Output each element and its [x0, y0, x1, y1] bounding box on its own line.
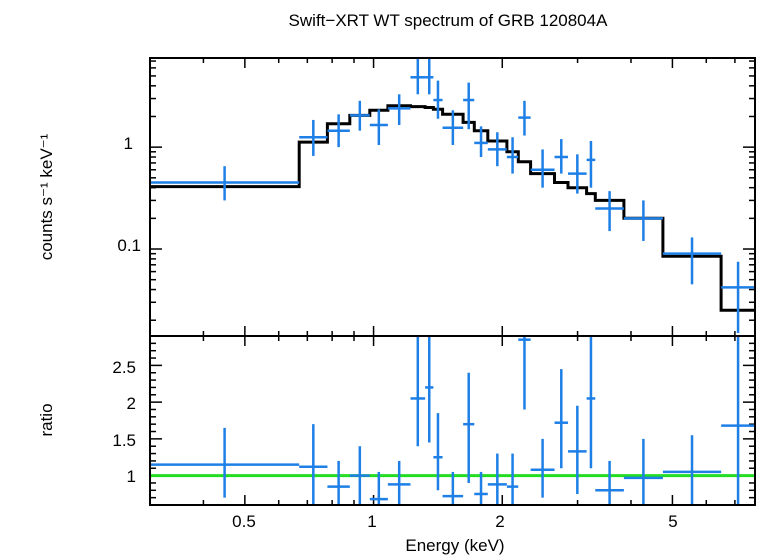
ratio-data-point — [150, 427, 300, 498]
spectrum-data-point — [442, 110, 464, 145]
ratio-data-point — [425, 336, 434, 443]
ratio-data-point — [327, 460, 350, 505]
top-y-tick-label-1: 1 — [124, 134, 133, 153]
spectrum-data-point — [463, 82, 475, 130]
bottom-panel: 2.5 2 1.5 1 ratio 0.5 1 2 5 Energy (keV) — [37, 335, 756, 555]
bottom-panel-frame — [149, 335, 756, 506]
bottom-y-tick-label-1: 1 — [127, 467, 136, 486]
ratio-data-point — [442, 471, 464, 505]
ratio-data-point — [530, 438, 555, 498]
ratio-data-point — [623, 438, 663, 505]
ratio-data-point — [568, 405, 587, 494]
spectrum-data-point — [623, 200, 663, 241]
spectrum-data-point — [530, 149, 555, 188]
ratio-data-point — [299, 424, 328, 505]
bottom-y-tick-label-2.5: 2.5 — [112, 358, 136, 377]
x-axis-label: Energy (keV) — [405, 536, 504, 555]
top-panel-frame — [149, 57, 756, 337]
ratio-data-point — [586, 336, 596, 469]
ratio-data-point — [554, 369, 569, 469]
ratio-data-point — [410, 336, 426, 447]
top-y-axis-label: counts s⁻¹ keV⁻¹ — [37, 133, 56, 260]
spectrum-data-point — [299, 119, 328, 156]
ratio-data-point — [595, 460, 624, 505]
spectrum-data-point — [721, 261, 755, 333]
spectrum-data-point — [425, 58, 434, 95]
spectrum-data-point — [349, 100, 370, 131]
bottom-y-axis-label: ratio — [37, 403, 56, 436]
ratio-data-point — [506, 453, 519, 505]
ratio-data-point — [433, 413, 443, 491]
spectrum-data-point — [387, 94, 411, 125]
ratio-data-point — [518, 336, 531, 410]
top-panel: 1 0.1 counts s⁻¹ keV⁻¹ — [37, 57, 756, 337]
spectrum-data-point — [554, 139, 569, 174]
ratio-data-point — [721, 336, 755, 505]
spectrum-data-point — [595, 191, 624, 232]
x-tick-label-1: 1 — [367, 512, 376, 531]
ratio-data-point — [662, 435, 722, 505]
ratio-data-point — [487, 453, 507, 505]
spectrum-data-point — [410, 58, 426, 95]
ratio-data-point — [349, 446, 370, 505]
spectrum-data-point — [474, 126, 488, 158]
ratio-data-point — [369, 471, 388, 505]
spectrum-data-point — [369, 109, 388, 145]
spectrum-data-point — [433, 80, 443, 119]
spectrum-data-point — [568, 154, 587, 194]
bottom-y-tick-label-1.5: 1.5 — [112, 431, 136, 450]
ratio-data-point — [463, 372, 475, 483]
ratio-data-point — [387, 460, 411, 505]
spectrum-data-point — [327, 114, 350, 148]
x-tick-label-5: 5 — [668, 512, 677, 531]
spectrum-data-point — [518, 100, 531, 136]
spectrum-data-point — [586, 140, 596, 188]
spectrum-data-point — [662, 237, 722, 285]
bottom-y-tick-label-2: 2 — [127, 394, 136, 413]
ratio-data-point — [474, 471, 488, 505]
x-tick-label-0.5: 0.5 — [232, 512, 256, 531]
top-y-tick-label-0.1: 0.1 — [117, 236, 141, 255]
spectrum-data-point — [150, 166, 300, 201]
x-tick-label-2: 2 — [495, 512, 504, 531]
spectrum-data-point — [506, 137, 519, 174]
spectrum-data-point — [487, 132, 507, 167]
chart-title: Swift−XRT WT spectrum of GRB 120804A — [289, 11, 609, 30]
